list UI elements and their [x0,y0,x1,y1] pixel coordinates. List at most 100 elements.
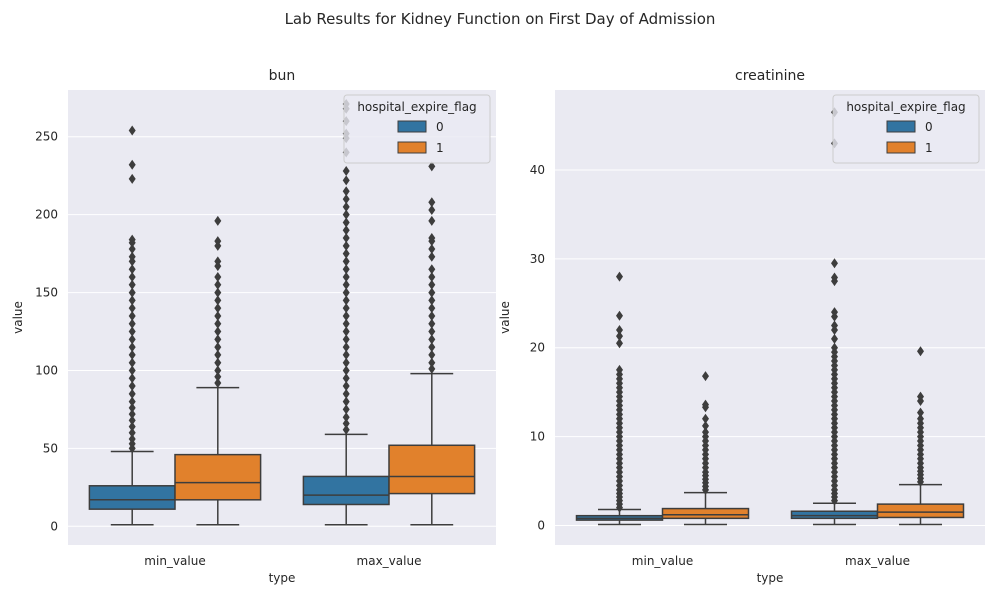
outlier-point [917,346,924,357]
legend-entry-label: 1 [925,141,933,155]
outlier-point [428,279,436,290]
outlier-point [428,342,436,353]
y-tick-label: 30 [530,252,545,266]
x-tick-label: min_value [144,554,205,568]
box-min_value-flag-0 [88,485,176,510]
outlier-point [214,279,222,290]
outlier-point [917,391,924,402]
outlier-point [428,287,436,298]
outlier-point [342,225,350,236]
outlier-point [831,258,838,269]
legend-swatch [397,120,427,133]
outlier-point [128,349,136,360]
outlier-point [342,201,350,212]
y-tick-label: 0 [50,519,58,533]
outlier-point [342,388,350,399]
legend-entry-label: 1 [436,141,444,155]
y-tick-label: 150 [35,286,58,300]
outlier-point [342,396,350,407]
outlier-point [342,412,350,423]
outlier-point [342,424,350,435]
outlier-point [917,413,924,424]
legend-swatch [397,141,427,154]
figure-title: Lab Results for Kidney Function on First… [285,10,716,28]
outlier-point [214,318,222,329]
outlier-point [128,271,136,282]
outlier-point [342,310,350,321]
outlier-point [128,388,136,399]
outlier-point [128,125,136,136]
outlier-point [616,331,623,342]
outlier-point [831,307,838,318]
outlier-point [342,166,350,177]
outlier-point [342,175,350,186]
outlier-point [428,326,436,337]
outlier-point [128,342,136,353]
outlier-point [128,365,136,376]
outlier-point [342,240,350,251]
y-tick-label: 0 [537,518,545,532]
legend-swatch [886,141,916,154]
outlier-point [342,233,350,244]
outlier-point [428,197,436,208]
outlier-point [616,271,623,282]
outlier-point [128,402,136,413]
outlier-point [128,415,136,426]
outlier-point [428,303,436,314]
outlier-point [616,310,623,321]
legend: hospital_expire_flag 0 1 [832,94,980,164]
outlier-point [428,271,436,282]
outlier-point [214,334,222,345]
outlier-point [428,233,436,244]
y-tick-label: 10 [530,430,545,444]
outlier-point [428,161,436,172]
outlier-point [214,371,222,382]
legend-entry-label: 0 [925,120,933,134]
outlier-point [428,310,436,321]
legend-title: hospital_expire_flag [846,100,965,114]
box-max_value-flag-1 [388,444,476,495]
outlier-point [616,338,623,349]
outlier-point [214,287,222,298]
x-tick-label: max_value [845,554,910,568]
outlier-point [342,349,350,360]
y-tick-label: 100 [35,363,58,377]
outlier-point [214,342,222,353]
outlier-point [128,409,136,420]
outlier-point [342,303,350,314]
outlier-point [342,295,350,306]
outlier-point [128,310,136,321]
y-tick-label: 250 [35,130,58,144]
outlier-point [428,318,436,329]
outlier-point [342,186,350,197]
outlier-point [917,407,924,418]
outlier-point [342,404,350,415]
outlier-point [128,318,136,329]
outlier-point [616,364,623,375]
outlier-point [128,434,136,445]
box-min_value-flag-1 [174,453,262,501]
outlier-point [831,333,838,344]
legend: hospital_expire_flag 0 1 [343,94,491,164]
outlier-point [342,318,350,329]
outlier-point [214,215,222,226]
outlier-point [128,287,136,298]
outlier-point [128,373,136,384]
outlier-point [214,236,222,247]
box-max_value-flag-0 [790,510,879,520]
outlier-point [128,427,136,438]
outlier-point [128,326,136,337]
outlier-point [428,251,436,262]
outlier-point [702,413,709,424]
outlier-point [128,173,136,184]
box-max_value-flag-1 [876,503,965,519]
outlier-point [128,234,136,245]
outlier-point [128,243,136,254]
outlier-point [128,381,136,392]
outlier-point [428,215,436,226]
y-tick-label: 40 [530,163,545,177]
outlier-point [428,264,436,275]
outlier-point [214,271,222,282]
outlier-point [428,349,436,360]
y-tick-label: 200 [35,208,58,222]
